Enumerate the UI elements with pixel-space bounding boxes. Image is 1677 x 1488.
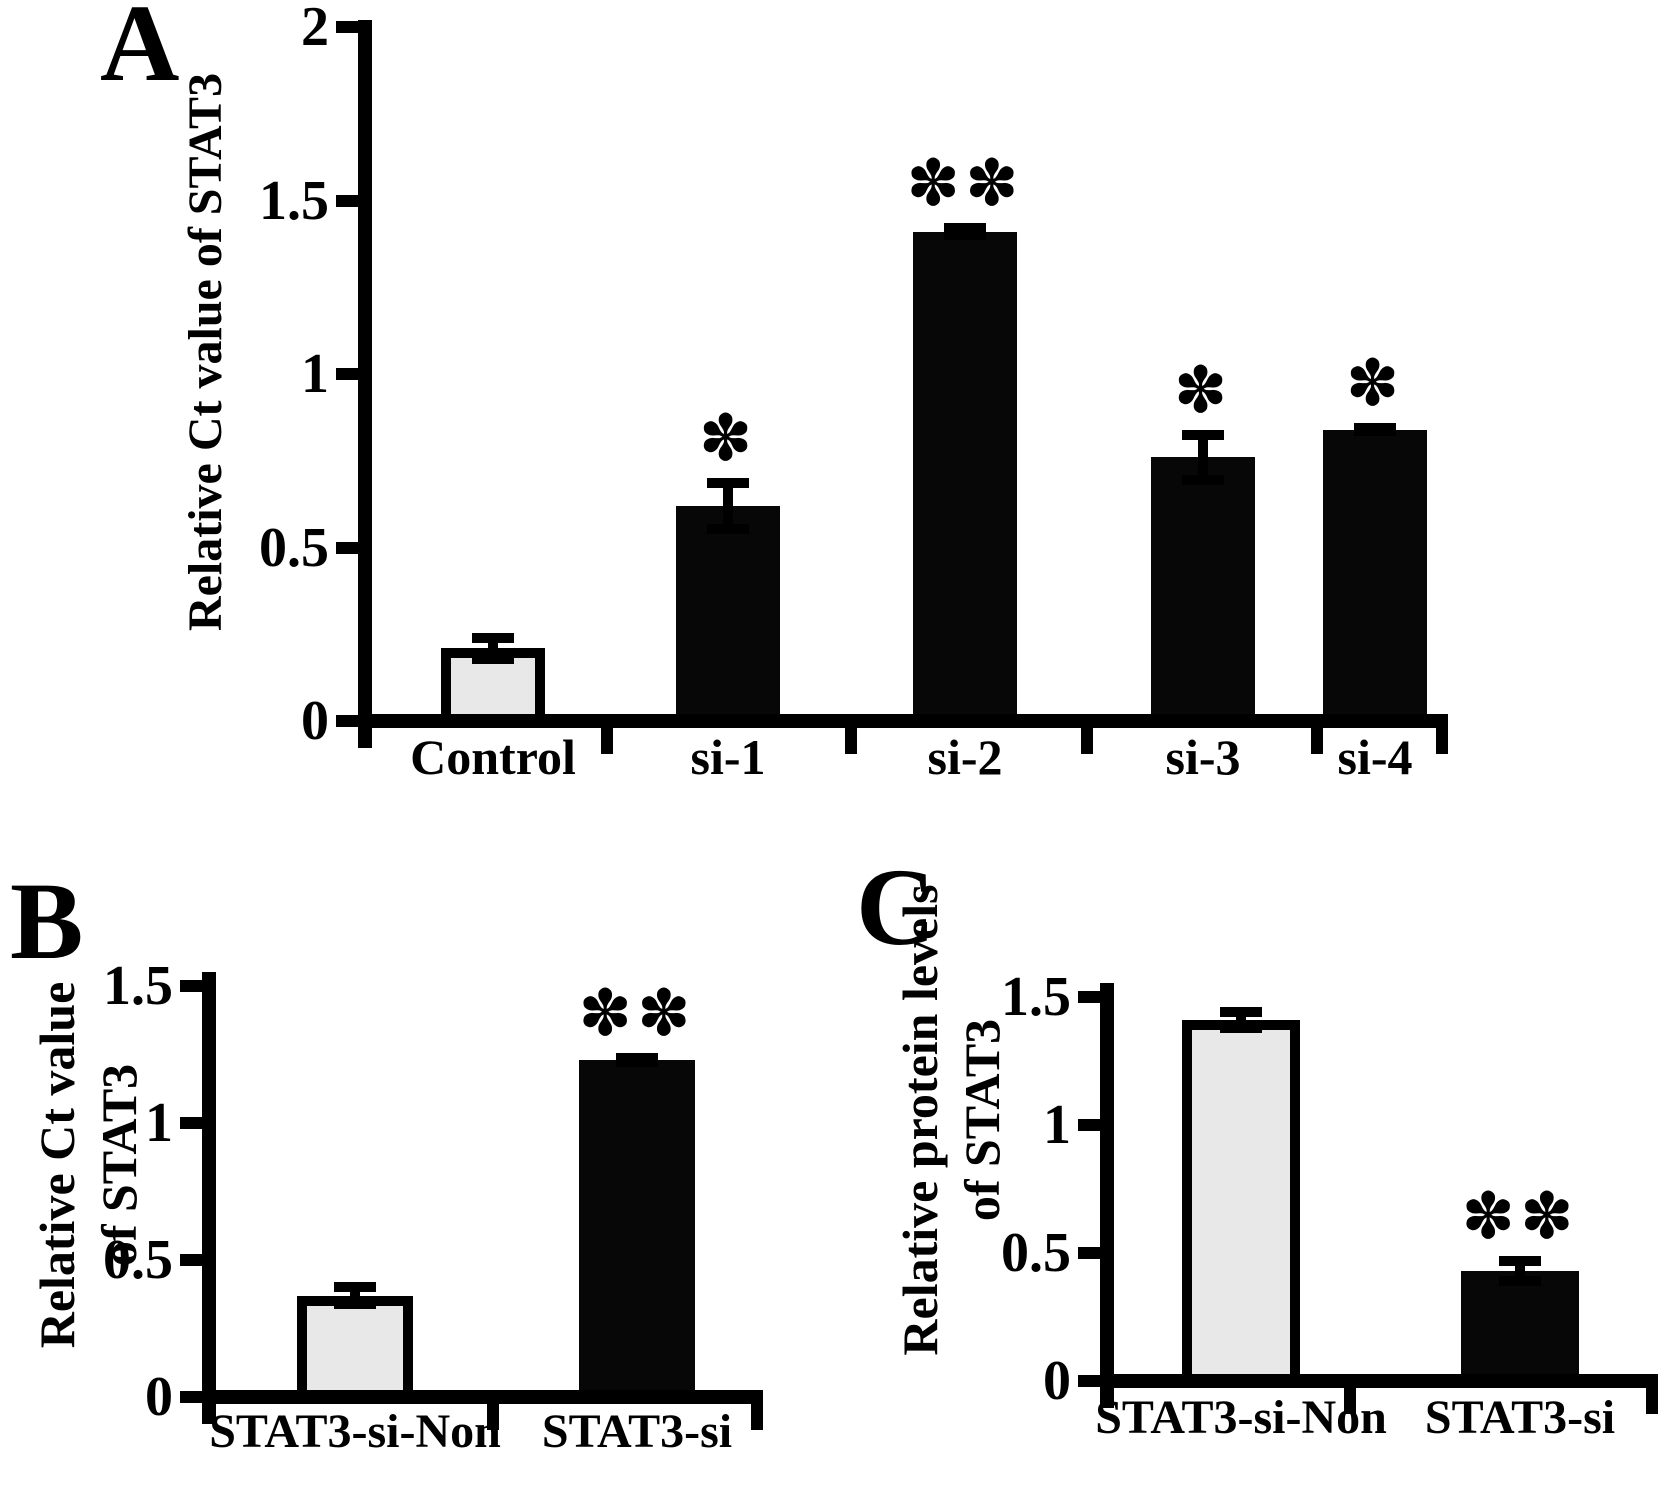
error-bar-cap-bottom (707, 523, 749, 534)
error-bar-cap-bottom (334, 1299, 376, 1310)
bar-a-si-3 (1151, 457, 1255, 728)
x-axis-tick (1344, 1388, 1356, 1414)
y-axis-tick (1078, 1247, 1100, 1259)
error-bar-cap-bottom (472, 653, 514, 664)
y-tick-label: 0 (145, 1366, 173, 1428)
significance-marker: ✽✽ (578, 977, 696, 1052)
error-bar-cap-top (334, 1281, 376, 1292)
error-bar-cap-bottom (1354, 426, 1396, 437)
significance-marker: ✽✽ (1461, 1179, 1579, 1254)
y-axis-c (1100, 983, 1114, 1408)
y-axis-a (358, 20, 372, 748)
x-category-label: Control (410, 729, 576, 785)
y-axis-tick (180, 980, 202, 992)
y-tick-label: 1.5 (259, 169, 329, 232)
x-axis-end-tick (1436, 714, 1448, 754)
x-category-label: si-2 (927, 729, 1003, 785)
error-bar-line (350, 1281, 360, 1310)
y-axis-tick (336, 368, 358, 380)
x-axis-tick (1311, 728, 1323, 754)
y-axis-tick (1078, 1119, 1100, 1131)
bar-c-STAT3-si (1461, 1270, 1579, 1388)
y-axis-tick (336, 21, 358, 33)
error-bar-line (1515, 1255, 1525, 1287)
y-axis-tick (1078, 991, 1100, 1003)
y-tick-label: 2 (301, 0, 329, 58)
bar-a-si-2 (913, 231, 1017, 728)
y-tick-label: 1.5 (1001, 966, 1071, 1028)
x-category-label: STAT3-si-Non (209, 1405, 501, 1458)
y-axis-tick (180, 1117, 202, 1129)
significance-marker: ✽✽ (906, 147, 1024, 222)
y-tick-label: 0.5 (259, 516, 329, 579)
error-bar-line (1198, 429, 1208, 486)
y-axis-title-c: Relative protein levels (892, 884, 948, 1356)
error-bar-cap-bottom (944, 230, 986, 241)
x-category-label: si-3 (1165, 729, 1241, 785)
x-axis-a (358, 714, 1448, 728)
x-axis-end-tick (751, 1390, 763, 1430)
y-axis-tick (336, 541, 358, 554)
error-bar-cap-top (1182, 429, 1224, 440)
y-tick-label: 1 (145, 1092, 173, 1154)
significance-marker: ✽ (698, 402, 758, 477)
significance-marker: ✽ (1173, 353, 1233, 428)
x-axis-end-tick (1646, 1374, 1658, 1414)
y-axis-title-a: Relative Ct value of STAT3 (179, 72, 232, 632)
y-tick-label: 0 (1043, 1350, 1071, 1412)
bar-a-si-1 (676, 505, 780, 728)
y-axis-title-c: of STAT3 (954, 1018, 1010, 1222)
x-category-label: STAT3-si (1424, 1391, 1616, 1444)
y-tick-label: 0 (301, 690, 329, 752)
error-bar-cap-top (472, 632, 514, 643)
x-axis-tick (601, 728, 613, 754)
error-bar-cap-bottom (1220, 1022, 1262, 1033)
bar-b-STAT3-si (579, 1059, 695, 1404)
x-category-label: STAT3-si-Non (1095, 1391, 1387, 1444)
error-bar-cap-top (707, 478, 749, 489)
bar-c-STAT3-si-Non (1182, 1020, 1300, 1388)
error-bar-cap-top (1499, 1255, 1541, 1266)
y-tick-label: 1 (1043, 1094, 1071, 1156)
error-bar-cap-bottom (1182, 475, 1224, 486)
y-axis-tick (336, 715, 358, 727)
y-axis-tick (180, 1391, 202, 1403)
y-tick-label: 1 (301, 343, 329, 405)
y-tick-label: 1.5 (103, 955, 173, 1017)
y-axis-tick (180, 1254, 202, 1266)
error-bar-cap-bottom (1499, 1276, 1541, 1287)
error-bar-line (488, 632, 498, 664)
y-axis-title-b: Relative Ct value (29, 981, 85, 1349)
panel-b-letter: B (10, 860, 84, 982)
bar-a-si-4 (1323, 429, 1427, 728)
y-axis-b (202, 972, 216, 1424)
error-bar-line (1236, 1007, 1246, 1033)
x-axis-b (202, 1390, 763, 1404)
significance-marker: ✽ (1345, 346, 1405, 421)
x-axis-tick (845, 728, 857, 754)
y-axis-tick (1078, 1375, 1100, 1387)
x-category-label: si-4 (1337, 729, 1413, 785)
error-bar-cap-bottom (616, 1056, 658, 1067)
error-bar-cap-top (1220, 1007, 1262, 1018)
x-axis-tick (1081, 728, 1093, 754)
y-axis-title-b: of STAT3 (91, 1063, 147, 1267)
error-bar-line (723, 478, 733, 534)
panel-c-letter: C (856, 846, 936, 968)
panel-a-letter: A (100, 0, 180, 104)
x-axis-tick (487, 1404, 499, 1430)
y-tick-label: 0.5 (103, 1229, 173, 1291)
y-axis-tick (336, 194, 358, 207)
x-category-label: STAT3-si (541, 1405, 733, 1458)
x-axis-c (1100, 1374, 1658, 1388)
error-bar-cap-top (944, 223, 986, 234)
x-category-label: si-1 (690, 729, 766, 785)
bar-b-STAT3-si-Non (297, 1295, 413, 1404)
y-tick-label: 0.5 (1001, 1222, 1071, 1284)
